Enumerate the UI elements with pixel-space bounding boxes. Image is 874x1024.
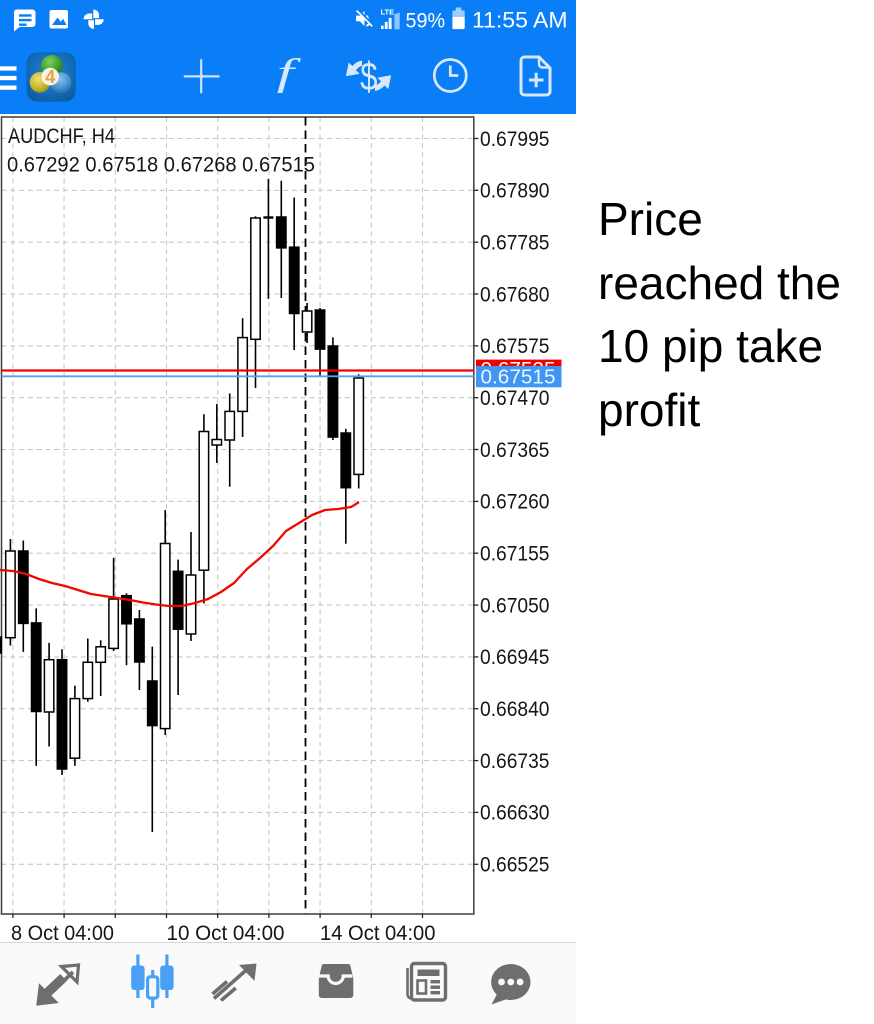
svg-text:0.67365: 0.67365: [480, 439, 550, 462]
svg-text:0.67680: 0.67680: [480, 283, 550, 306]
svg-text:0.66630: 0.66630: [480, 802, 550, 825]
svg-text:0.67575: 0.67575: [480, 335, 550, 358]
svg-text:0.67890: 0.67890: [480, 180, 550, 203]
svg-text:0.67260: 0.67260: [480, 491, 550, 514]
svg-text:0.67515: 0.67515: [481, 366, 556, 388]
svg-text:59%: 59%: [406, 9, 446, 33]
svg-text:0.66735: 0.66735: [480, 750, 550, 773]
svg-text:0.67785: 0.67785: [480, 232, 550, 255]
svg-text:$: $: [360, 54, 377, 99]
svg-text:0.67995: 0.67995: [480, 128, 550, 151]
svg-text:0.67050: 0.67050: [480, 594, 550, 617]
svg-text:0.66525: 0.66525: [480, 854, 550, 877]
svg-text:8 Oct 04:00: 8 Oct 04:00: [11, 922, 114, 942]
svg-text:0.66840: 0.66840: [480, 698, 550, 721]
svg-text:0.67155: 0.67155: [480, 543, 550, 566]
svg-text:4: 4: [45, 67, 55, 87]
svg-text:11:55 AM: 11:55 AM: [472, 8, 568, 33]
svg-text:0.67470: 0.67470: [480, 387, 550, 410]
svg-text:14 Oct 04:00: 14 Oct 04:00: [320, 922, 436, 942]
svg-text:10 Oct 04:00: 10 Oct 04:00: [167, 922, 285, 942]
svg-text:0.66945: 0.66945: [480, 646, 550, 669]
svg-text:f: f: [277, 52, 302, 93]
svg-text:LTE: LTE: [381, 8, 395, 17]
svg-text:AUDCHF, H4: AUDCHF, H4: [8, 125, 115, 148]
svg-text:0.67292 0.67518 0.67268 0.6751: 0.67292 0.67518 0.67268 0.67515: [7, 153, 315, 176]
